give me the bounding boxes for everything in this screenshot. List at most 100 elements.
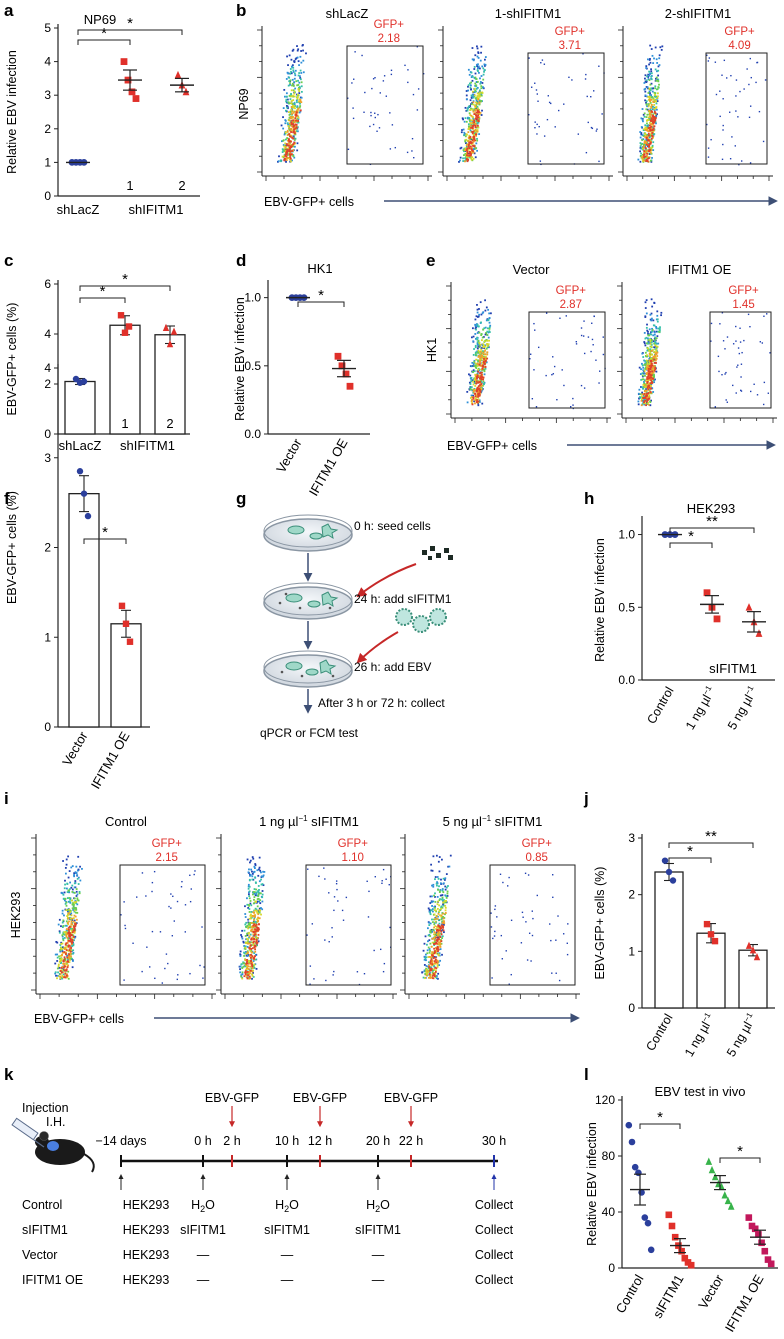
flow-b-2-dot xyxy=(646,143,649,146)
flow-i-1-dot xyxy=(248,895,251,897)
flow-i-2-dot xyxy=(436,940,439,942)
flow-i-1-dot xyxy=(253,952,256,954)
flow-b-2-dot xyxy=(655,97,658,100)
flow-i-1-dot xyxy=(240,935,243,938)
flow-b-1-dot xyxy=(473,91,476,94)
flow-b-2-dot xyxy=(646,156,649,159)
flow-e-0-dot xyxy=(481,364,484,367)
flow-b-1-dot xyxy=(469,138,472,141)
k-ih-label: I.H. xyxy=(46,1115,65,1129)
flow-b-2-gfp-dot xyxy=(762,140,765,143)
flow-b-1-dot xyxy=(472,101,475,104)
flow-e-1-gfp-dot xyxy=(740,389,742,392)
flow-b-2-dot xyxy=(646,152,649,155)
flow-b-1-dot xyxy=(460,146,463,149)
flow-b-2-dot xyxy=(653,125,656,128)
flow-i-1-gfp-dot xyxy=(380,948,382,951)
flow-b-1-gfp-dot xyxy=(590,126,593,129)
flow-b-2-dot xyxy=(647,124,650,127)
h-ytick-label-0: 0.0 xyxy=(618,673,635,687)
flow-i-0-dot xyxy=(62,973,65,976)
flow-i-2-dot xyxy=(433,951,435,954)
a-point-2-0 xyxy=(174,70,182,79)
flow-e-0-dot xyxy=(477,394,480,396)
panel-letter-i: i xyxy=(4,789,9,808)
flow-e-0-dot xyxy=(473,400,476,403)
j-point-2-1 xyxy=(749,946,757,954)
flow-i-2-dot xyxy=(427,956,430,958)
flow-i-2-dot xyxy=(440,923,443,926)
flow-b-1-dot xyxy=(466,140,469,142)
flow-e-1-dot xyxy=(648,372,651,375)
add-arrow-1 xyxy=(356,563,417,598)
l-ytick-label-1: 40 xyxy=(602,1205,616,1219)
flow-i-2-dot xyxy=(424,977,427,980)
flow-b-2-dot xyxy=(645,143,648,146)
flow-i-0-dot xyxy=(62,925,65,927)
flow-i-0-dot xyxy=(67,923,70,926)
flow-b-2-dot xyxy=(655,106,658,108)
flow-i-1-dot xyxy=(249,956,252,959)
flow-e-1-dot xyxy=(644,399,647,402)
flow-i-1-dot xyxy=(243,929,246,932)
flow-b-0-dot xyxy=(295,126,298,129)
flow-b-2-dot xyxy=(643,145,646,147)
flow-e-0-dot xyxy=(479,380,482,383)
flow-i-0-dot xyxy=(65,960,68,963)
flow-i-0-dot xyxy=(67,932,70,935)
flow-i-0-dot xyxy=(58,957,61,960)
flow-b-xlabel: EBV-GFP+ cells xyxy=(264,195,354,209)
flow-b-0-dot xyxy=(292,124,294,127)
flow-e-1-dot xyxy=(652,391,655,393)
flow-b-1-dot xyxy=(473,108,476,111)
flow-b-0-gfp-dot xyxy=(364,91,366,94)
flow-b-1-dot xyxy=(476,149,479,152)
flow-i-2-dot xyxy=(429,913,432,916)
flow-e-0-gfp-dot xyxy=(565,315,567,317)
flow-e-1-dot xyxy=(648,365,651,367)
flow-i-2-dot xyxy=(437,927,440,929)
flow-b-2-dot xyxy=(656,70,658,73)
flow-i-1-dot xyxy=(243,975,246,978)
flow-i-2-dot xyxy=(438,952,441,955)
flow-i-1-dot xyxy=(252,878,255,881)
flow-b-1-dot xyxy=(465,120,468,123)
j-bar-1 xyxy=(696,932,726,1009)
flow-b-2-dot xyxy=(645,137,648,139)
panel-letter-h: h xyxy=(584,489,594,508)
flow-e-0-dot xyxy=(484,309,487,312)
flow-b-1-dot xyxy=(467,146,470,149)
flow-b-2-dot xyxy=(649,94,651,96)
flow-e-0-dot xyxy=(479,361,482,364)
flow-b-1-dot xyxy=(471,93,474,96)
flow-e-0-dot xyxy=(486,339,489,342)
flow-i-0-dot xyxy=(67,929,70,931)
flow-b-1-dot xyxy=(474,76,477,79)
flow-e-0-dot xyxy=(482,376,485,379)
flow-i-1-dot xyxy=(247,965,250,968)
flow-b-2-dot xyxy=(653,91,656,94)
flow-i-1-dot xyxy=(253,892,256,895)
flow-b-2-dot xyxy=(655,102,658,105)
flow-i-1-dot xyxy=(254,900,257,903)
flow-b-2-dot xyxy=(644,144,647,146)
flow-e-1-dot xyxy=(652,324,655,327)
flow-i-0-dot xyxy=(68,944,71,947)
flow-b-2-dot xyxy=(648,118,651,121)
flow-b-2-dot xyxy=(652,141,655,144)
flow-i-0-dot xyxy=(55,974,57,977)
flow-b-2-dot xyxy=(651,144,654,147)
l-point-1-2 xyxy=(671,1233,679,1241)
flow-b-0-dot xyxy=(289,135,291,138)
flow-i-2-dot xyxy=(431,941,434,944)
flow-i-0-dot xyxy=(73,929,76,932)
flow-b-ylabel: NP69 xyxy=(237,88,251,119)
flow-e-0-dot xyxy=(473,388,475,391)
flow-e-1-dot xyxy=(649,400,651,403)
flow-i-1-dot xyxy=(253,934,256,937)
flow-b-1-dot xyxy=(474,156,477,159)
flow-e-0-dot xyxy=(480,334,483,337)
l-point-2-2 xyxy=(711,1172,719,1181)
flow-e-1-dot xyxy=(647,337,649,340)
flow-b-0-dot xyxy=(290,92,292,95)
